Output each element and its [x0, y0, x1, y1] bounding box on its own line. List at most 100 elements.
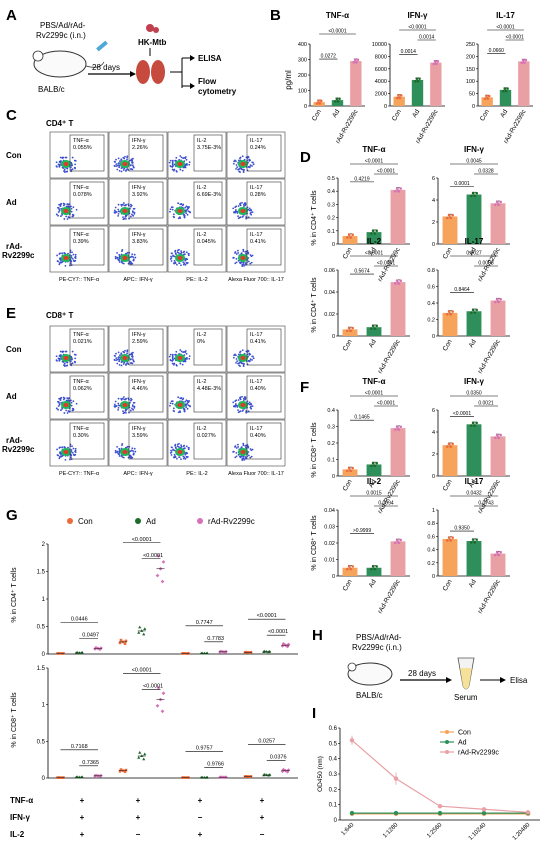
data-point	[399, 425, 402, 429]
event-dot	[234, 446, 236, 448]
data-point	[371, 565, 375, 568]
data-point	[446, 216, 449, 220]
data-point	[335, 97, 339, 101]
p-value: 0.0743	[478, 501, 494, 507]
event-dot	[131, 404, 134, 407]
event-dot	[239, 397, 241, 399]
event-dot	[70, 169, 73, 171]
x-tick-label: 1:640	[341, 822, 356, 837]
event-dot	[69, 166, 72, 169]
event-dot	[72, 259, 75, 262]
event-dot	[249, 358, 252, 360]
chart-title: TNF-α	[326, 11, 349, 20]
data-point	[353, 58, 357, 62]
density-peak	[63, 256, 69, 260]
data-point	[395, 425, 399, 429]
flow-grid-cd8: ConTNF-α0.021%IFN-γ2.59%IL-20%IL-170.41%…	[2, 325, 286, 477]
event-dot	[247, 156, 250, 159]
event-dot	[60, 455, 63, 458]
event-dot	[235, 261, 238, 264]
data-point	[471, 191, 475, 195]
y-tick-label: 0	[42, 652, 46, 658]
event-dot	[120, 203, 123, 206]
event-dot	[249, 164, 252, 166]
event-dot	[171, 402, 174, 405]
data-point	[394, 541, 397, 545]
panel-a-out2: Flow	[198, 77, 217, 86]
gate-name: IL-17	[250, 232, 263, 238]
data-point	[397, 428, 401, 431]
data-point	[351, 565, 354, 568]
gate	[193, 422, 223, 460]
event-dot	[72, 400, 75, 403]
event-dot	[170, 454, 173, 456]
event-dot	[70, 260, 73, 263]
event-dot	[132, 351, 134, 354]
event-dot	[238, 168, 241, 170]
plot-frame	[167, 325, 227, 373]
gate-name: TNF-α	[73, 426, 90, 432]
event-dot	[182, 455, 185, 458]
event-dot	[134, 256, 137, 259]
event-dot	[182, 251, 185, 254]
row-label-il2: IL-2	[10, 830, 25, 839]
panel-h-treatment2: Rv2299c (i.n.)	[352, 643, 402, 652]
data-point	[285, 644, 290, 649]
event-dot	[131, 213, 133, 216]
event-dot	[66, 218, 69, 220]
event-dot	[117, 397, 120, 400]
y-tick-label: 0.1	[329, 803, 338, 809]
gate-percent: 0.24%	[250, 145, 266, 151]
data-point	[523, 61, 526, 64]
y-tick-label: 1	[42, 703, 46, 709]
event-dot	[57, 454, 60, 457]
data-point	[161, 560, 166, 564]
event-dot	[64, 156, 67, 159]
data-point	[395, 96, 399, 100]
plot-frame	[108, 325, 168, 373]
row-label: Rv2299c	[2, 445, 35, 454]
flow-plot: IL-170.40%	[226, 372, 286, 420]
data-point	[451, 213, 454, 217]
data-point	[481, 810, 487, 816]
data-point	[494, 553, 497, 557]
p-value: <0.0001	[377, 169, 395, 175]
p-value: <0.0001	[365, 251, 383, 257]
sign: +	[260, 796, 265, 805]
event-dot	[125, 446, 128, 449]
event-dot	[249, 360, 251, 362]
event-dot	[63, 252, 66, 254]
event-dot	[183, 216, 186, 219]
event-dot	[179, 362, 182, 365]
p-value: 0.0045	[466, 159, 482, 165]
y-tick-label: 0.03	[324, 525, 335, 531]
event-dot	[120, 353, 123, 355]
event-dot	[59, 215, 62, 218]
y-tick-label: 1	[432, 508, 435, 514]
event-dot	[232, 401, 235, 404]
event-dot	[170, 255, 172, 258]
y-tick-label: 2000	[375, 92, 387, 98]
event-dot	[125, 217, 127, 220]
data-point	[375, 324, 378, 328]
data-point	[495, 297, 499, 301]
data-point	[204, 651, 208, 655]
data-point	[346, 236, 349, 239]
data-point	[346, 567, 349, 571]
x-tick-label: Ad	[468, 246, 478, 257]
event-dot	[179, 168, 182, 171]
event-dot	[185, 445, 188, 448]
event-dot	[185, 209, 188, 212]
event-dot	[171, 206, 174, 209]
y-tick-label: 2	[42, 542, 46, 548]
bar	[490, 300, 506, 336]
y-tick-label: 200	[466, 54, 475, 60]
gate-name: TNF-α	[73, 138, 90, 144]
x-tick-label: Ad	[468, 578, 478, 589]
event-dot	[171, 400, 174, 403]
p-value: <0.0001	[143, 684, 163, 690]
p-value: <0.0001	[506, 35, 524, 41]
gate-percent: 0.40%	[250, 433, 266, 439]
event-dot	[118, 169, 121, 172]
panel-g-ylabel-2: % in CD8⁺ T cells	[11, 692, 18, 748]
